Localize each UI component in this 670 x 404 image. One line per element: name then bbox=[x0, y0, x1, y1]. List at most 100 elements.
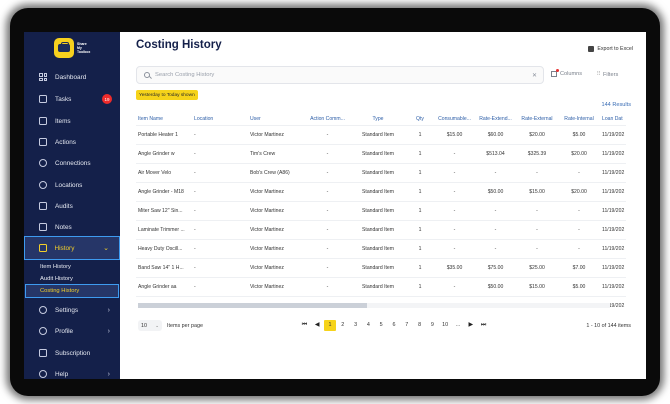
pagination-range: 1 - 10 of 144 items bbox=[586, 323, 631, 329]
page-button-1[interactable]: 1 bbox=[323, 320, 337, 331]
page-button-7[interactable]: 7 bbox=[405, 322, 409, 328]
cell-loan-date: 11/19/202 bbox=[600, 295, 627, 315]
sidebar-item-label: Settings bbox=[55, 306, 79, 314]
table-row[interactable]: Heavy Duty Oscill... - Victor Martinez -… bbox=[136, 238, 627, 258]
sidebar-item-tasks[interactable]: Tasks 19 bbox=[24, 88, 120, 110]
table-row[interactable]: Portable Heater 1 - Victor Martinez - St… bbox=[136, 124, 627, 144]
cell-consumable: - bbox=[434, 143, 475, 163]
cell-rate-extended: - bbox=[475, 238, 516, 258]
column-header[interactable]: Rate-Internal bbox=[564, 116, 594, 123]
table-row[interactable]: Band Saw 14" 1 H... - Victor Martinez - … bbox=[136, 257, 627, 277]
sidebar-item-label: Subscription bbox=[55, 349, 91, 357]
sidebar-item-help[interactable]: Help › bbox=[24, 363, 120, 379]
column-header[interactable]: Rate-Extend... bbox=[479, 116, 512, 123]
sidebar-item-items[interactable]: Items bbox=[24, 110, 120, 132]
brand-logo[interactable]: Share My Toolbox bbox=[54, 38, 91, 58]
page-button-6[interactable]: 6 bbox=[392, 322, 396, 328]
cell-qty: 1 bbox=[406, 257, 434, 277]
cell-location: - bbox=[192, 200, 248, 220]
sidebar-item-notes[interactable]: Notes bbox=[24, 216, 120, 238]
sidebar-item-history[interactable]: History ⌄ bbox=[24, 236, 120, 260]
column-header[interactable]: Item Name bbox=[138, 116, 163, 123]
page-size-select[interactable]: 10 ⌄ bbox=[138, 320, 162, 331]
cell-user: Victor Martinez bbox=[248, 238, 305, 258]
sidebar-item-label: History bbox=[54, 244, 75, 252]
column-header[interactable]: Type bbox=[372, 116, 384, 123]
chevron-down-icon: ⌄ bbox=[103, 245, 109, 252]
cell-rate-internal: - bbox=[558, 219, 600, 239]
cell-rate-internal: - bbox=[558, 200, 600, 220]
more-pages-button[interactable]: ... bbox=[455, 322, 461, 328]
pagination: ⏮ ◀ 1 2 3 4 5 6 7 8 9 10 ... ▶ ⏭ bbox=[298, 320, 490, 331]
cell-rate-external: $325.39 bbox=[516, 143, 558, 163]
horizontal-scrollbar[interactable] bbox=[138, 303, 610, 308]
column-header[interactable]: Action Comm... bbox=[310, 116, 345, 123]
page-title: Costing History bbox=[136, 39, 222, 51]
clear-search-icon[interactable]: ✕ bbox=[531, 72, 537, 79]
table-row[interactable]: Angle Grinder aa - Victor Martinez - Sta… bbox=[136, 276, 627, 296]
page-size-value: 10 bbox=[141, 322, 147, 329]
filters-button[interactable]: ⫶⫶ Filters bbox=[597, 71, 618, 78]
cell-item-name: Angle Grinder - M18 bbox=[136, 181, 192, 201]
sidebar-item-subscription[interactable]: Subscription bbox=[24, 342, 120, 364]
sidebar-item-connections[interactable]: Connections bbox=[24, 152, 120, 174]
page-button-5[interactable]: 5 bbox=[379, 322, 383, 328]
column-header[interactable]: Consumable... bbox=[438, 116, 471, 123]
column-header[interactable]: Location bbox=[194, 116, 214, 123]
sidebar-item-label: Locations bbox=[55, 181, 83, 189]
columns-icon bbox=[551, 69, 559, 77]
cell-location: - bbox=[192, 238, 248, 258]
columns-button[interactable]: Columns bbox=[551, 69, 582, 77]
sidebar-item-label: Connections bbox=[55, 159, 91, 167]
scrollbar-thumb[interactable] bbox=[138, 303, 367, 308]
cell-loan-date: 11/19/202 bbox=[600, 181, 627, 201]
gear-icon bbox=[39, 306, 47, 314]
column-header[interactable]: Qty bbox=[416, 116, 424, 123]
sidebar-item-label: Profile bbox=[55, 327, 74, 335]
last-page-button[interactable]: ⏭ bbox=[480, 322, 487, 328]
table-row[interactable]: Angle Grinder - M18 - Victor Martinez - … bbox=[136, 181, 627, 201]
sidebar-item-locations[interactable]: Locations bbox=[24, 174, 120, 196]
page-button-9[interactable]: 9 bbox=[430, 322, 434, 328]
cell-consumable: - bbox=[434, 181, 475, 201]
sidebar-item-audits[interactable]: Audits bbox=[24, 195, 120, 217]
cell-action-comment: - bbox=[305, 200, 350, 220]
search-input[interactable]: Search Costing History ✕ bbox=[136, 66, 544, 84]
cell-rate-internal: $20.00 bbox=[558, 143, 600, 163]
page-button-8[interactable]: 8 bbox=[418, 322, 422, 328]
column-header[interactable]: Loan Dat bbox=[602, 116, 623, 123]
first-page-button[interactable]: ⏮ bbox=[301, 322, 308, 328]
sidebar-item-dashboard[interactable]: Dashboard bbox=[24, 66, 120, 88]
sidebar-item-profile[interactable]: Profile › bbox=[24, 320, 120, 342]
table-row[interactable]: Laminate Trimmer ... - Victor Martinez -… bbox=[136, 219, 627, 239]
column-header[interactable]: Rate-External bbox=[521, 116, 553, 123]
chevron-right-icon: › bbox=[107, 306, 110, 314]
cell-location: - bbox=[192, 181, 248, 201]
cell-type: Standard Item bbox=[350, 181, 406, 201]
next-page-button[interactable]: ▶ bbox=[468, 322, 474, 328]
filters-label: Filters bbox=[603, 71, 619, 78]
sidebar-subitem-costing-history[interactable]: Costing History bbox=[25, 284, 119, 298]
cell-consumable: - bbox=[434, 276, 475, 296]
cell-user: Victor Martinez bbox=[248, 276, 305, 296]
cell-qty: 1 bbox=[406, 143, 434, 163]
cell-item-name: Band Saw 14" 1 H... bbox=[136, 257, 192, 277]
table-row[interactable]: Angle Grinder w - Tim's Crew - Standard … bbox=[136, 143, 627, 163]
sidebar-item-settings[interactable]: Settings › bbox=[24, 299, 120, 321]
page-button-2[interactable]: 2 bbox=[341, 322, 345, 328]
cell-rate-external: - bbox=[516, 200, 558, 220]
table-row[interactable]: Air Mover Velo - Bob's Crew (A86) - Stan… bbox=[136, 162, 627, 182]
toolbox-logo-icon bbox=[54, 38, 74, 58]
column-header[interactable]: User bbox=[250, 116, 261, 123]
page-button-10[interactable]: 10 bbox=[442, 322, 449, 328]
cell-item-name: Angle Grinder w bbox=[136, 143, 192, 163]
cell-rate-extended: - bbox=[475, 162, 516, 182]
sidebar-subitem-item-history[interactable]: Item History bbox=[24, 260, 120, 274]
prev-page-button[interactable]: ◀ bbox=[314, 322, 320, 328]
table-row[interactable]: Miter Saw 12" Sin... - Victor Martinez -… bbox=[136, 200, 627, 220]
sidebar-item-actions[interactable]: Actions bbox=[24, 131, 120, 153]
export-to-excel-button[interactable]: Export to Excel bbox=[588, 46, 633, 52]
page-button-3[interactable]: 3 bbox=[354, 322, 358, 328]
page-button-4[interactable]: 4 bbox=[366, 322, 370, 328]
sidebar-subitem-audit-history[interactable]: Audit History bbox=[24, 272, 120, 286]
